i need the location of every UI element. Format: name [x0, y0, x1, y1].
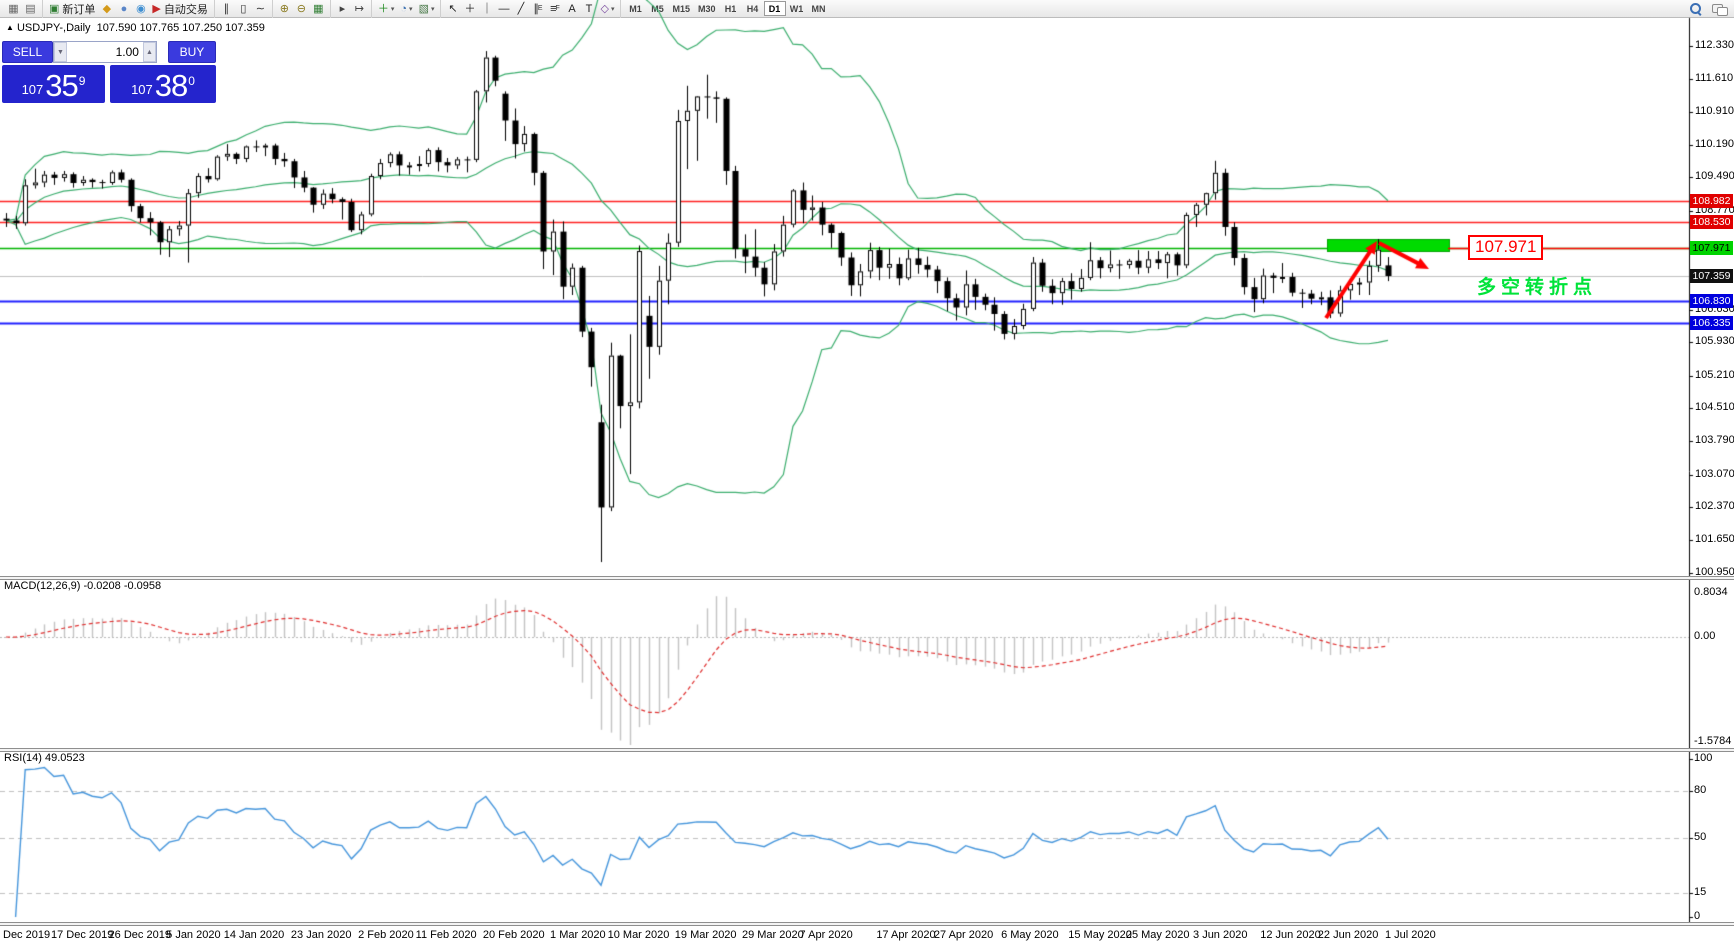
macd-axis-label: -1.5784: [1694, 735, 1732, 747]
price-badge-107.359: 107.359: [1690, 269, 1733, 284]
price-tick-label: 109.490: [1695, 170, 1734, 183]
bid-big-digits: 35: [45, 68, 78, 103]
date-tick-label: 25 May 2020: [1125, 929, 1190, 941]
ask-pip-digit: 0: [188, 74, 195, 88]
date-tick-label: 3 Jun 2020: [1193, 929, 1248, 941]
rsi-axis-label: 50: [1694, 831, 1707, 843]
rsi-axis-label: 100: [1694, 752, 1713, 764]
date-tick-label: 1 Mar 2020: [550, 929, 606, 941]
ohlc-values: 107.590 107.765 107.250 107.359: [96, 22, 265, 34]
date-tick-label: 15 May 2020: [1068, 929, 1132, 941]
date-tick-label: 5 Jan 2020: [166, 929, 221, 941]
turning-point-text[interactable]: 多空转折点: [1477, 277, 1598, 298]
sell-button[interactable]: SELL: [2, 41, 53, 63]
date-tick-label: 27 Apr 2020: [933, 929, 994, 941]
date-tick-label: 14 Jan 2020: [223, 929, 285, 941]
price-tick-label: 103.070: [1695, 467, 1734, 480]
date-tick-label: 2 Feb 2020: [358, 929, 414, 941]
rsi-axis-label: 0: [1694, 910, 1701, 922]
buy-button[interactable]: BUY: [167, 41, 216, 63]
price-badge-106.830: 106.830: [1690, 293, 1733, 308]
bid-pip-digit: 9: [78, 74, 86, 88]
date-tick-label: 29 Mar 2020: [741, 929, 804, 941]
symbol-title: USDJPY-,Daily: [16, 22, 91, 34]
date-tick-label: 11 Feb 2020: [415, 929, 477, 941]
date-tick-label: 17 Apr 2020: [876, 929, 936, 941]
price-tick-label: 110.910: [1695, 104, 1734, 117]
volume-input[interactable]: 1.00: [115, 45, 139, 59]
price-tick-label: 102.370: [1695, 499, 1734, 512]
price-tick-label: 111.610: [1695, 72, 1734, 85]
price-badge-107.971: 107.971: [1690, 240, 1733, 255]
rsi-bottom-separator: [0, 922, 1734, 926]
rsi-axis-label: 80: [1694, 783, 1707, 796]
volume-up-button[interactable]: ▲: [142, 42, 156, 62]
price-badge-106.335: 106.335: [1690, 316, 1733, 331]
macd-label: MACD(12,26,9) -0.0208 -0.0958: [4, 580, 162, 592]
date-tick-label: 19 Mar 2020: [674, 929, 737, 941]
date-tick-label: 26 Dec 2019: [108, 929, 171, 941]
price-tick-label: 110.190: [1695, 138, 1734, 151]
bid-quote[interactable]: 107 35 9: [2, 65, 105, 103]
price-tick-label: 101.650: [1695, 533, 1734, 546]
date-tick-label: 7 Apr 2020: [799, 929, 853, 941]
macd-rsi-separator[interactable]: [0, 748, 1734, 752]
rsi-label: RSI(14) 49.0523: [4, 752, 85, 764]
date-tick-label: 1 Jul 2020: [1384, 929, 1436, 941]
chart-header: ▲ USDJPY-,Daily 107.590 107.765 107.250 …: [6, 22, 265, 34]
date-tick-label: 10 Mar 2020: [607, 929, 670, 941]
volume-stepper: ▼ 1.00 ▲: [52, 41, 157, 63]
date-tick-label: Dec 2019: [3, 929, 51, 941]
main-macd-separator[interactable]: [0, 576, 1734, 580]
ask-quote[interactable]: 107 38 0: [110, 65, 216, 103]
date-tick-label: 20 Feb 2020: [482, 929, 545, 941]
bid-prefix: 107: [21, 82, 44, 97]
price-tick-label: 105.930: [1695, 335, 1734, 348]
date-tick-label: 22 Jun 2020: [1317, 929, 1379, 941]
date-tick-label: 17 Dec 2019: [50, 929, 114, 941]
price-tick-label: 104.510: [1695, 400, 1734, 413]
date-tick-label: 6 May 2020: [1001, 929, 1059, 941]
price-tick-label: 103.790: [1695, 434, 1734, 447]
price-tick-label: 112.330: [1695, 39, 1734, 51]
price-tick-label: 100.950: [1695, 565, 1734, 578]
ask-big-digits: 38: [154, 68, 188, 103]
ask-prefix: 107: [131, 82, 153, 97]
date-tick-label: 12 Jun 2020: [1260, 929, 1321, 941]
price-tick-label: 105.210: [1695, 368, 1734, 381]
rsi-axis-label: 15: [1694, 886, 1707, 899]
price-badge-108.530: 108.530: [1690, 214, 1733, 229]
macd-axis-label: 0.8034: [1694, 586, 1728, 598]
volume-down-button[interactable]: ▼: [53, 42, 67, 62]
price-callout-label[interactable]: 107.971: [1468, 235, 1544, 260]
macd-axis-label: 0.00: [1694, 630, 1716, 642]
symbol-triangle-icon: ▲: [6, 23, 14, 32]
date-tick-label: 23 Jan 2020: [290, 929, 352, 941]
one-click-trade-panel: SELL ▼ 1.00 ▲ BUY 107 35 9 107 38 0: [2, 41, 216, 103]
price-badge-108.982: 108.982: [1690, 193, 1733, 208]
